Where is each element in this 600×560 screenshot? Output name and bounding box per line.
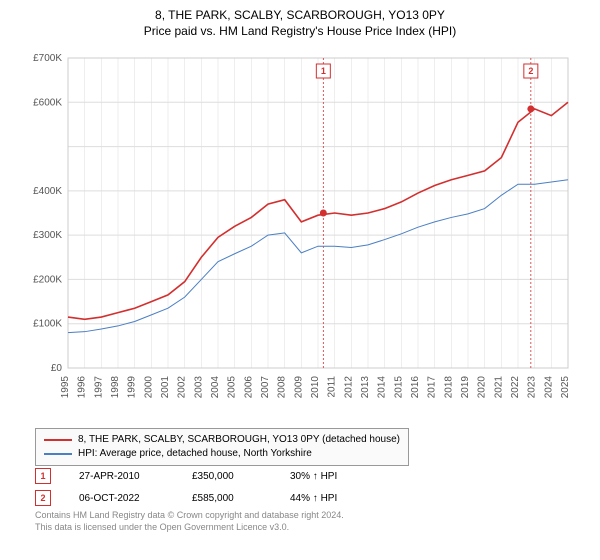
chart-title: 8, THE PARK, SCALBY, SCARBOROUGH, YO13 0…: [0, 8, 600, 22]
sale-date: 27-APR-2010: [79, 471, 164, 482]
sale-hpi-diff: 44% ↑ HPI: [290, 493, 337, 504]
svg-text:2021: 2021: [493, 376, 504, 399]
svg-text:2025: 2025: [560, 376, 571, 399]
svg-text:2: 2: [528, 66, 533, 76]
svg-text:2018: 2018: [443, 376, 454, 399]
svg-text:2016: 2016: [410, 376, 421, 399]
chart-subtitle: Price paid vs. HM Land Registry's House …: [0, 24, 600, 38]
sale-markers-table: 1 27-APR-2010 £350,000 30% ↑ HPI 2 06-OC…: [35, 468, 337, 512]
svg-text:2015: 2015: [393, 376, 404, 399]
svg-text:2012: 2012: [343, 376, 354, 399]
svg-text:1996: 1996: [77, 376, 88, 399]
sale-hpi-diff: 30% ↑ HPI: [290, 471, 337, 482]
svg-text:1997: 1997: [93, 376, 104, 399]
svg-text:2023: 2023: [527, 376, 538, 399]
svg-text:2019: 2019: [460, 376, 471, 399]
svg-text:£0: £0: [51, 363, 63, 374]
svg-text:2011: 2011: [327, 376, 338, 398]
legend-label: 8, THE PARK, SCALBY, SCARBOROUGH, YO13 0…: [78, 433, 400, 447]
svg-text:£600K: £600K: [33, 97, 62, 108]
chart-area: £0 £100K £200K £300K £400K £600K £700K 1995 1996…: [20, 48, 580, 418]
svg-text:£200K: £200K: [33, 274, 62, 285]
svg-text:2014: 2014: [377, 376, 388, 399]
svg-text:2002: 2002: [177, 376, 188, 399]
svg-text:2013: 2013: [360, 376, 371, 399]
sale-price: £350,000: [192, 471, 262, 482]
sale-row: 2 06-OCT-2022 £585,000 44% ↑ HPI: [35, 490, 337, 506]
svg-text:2006: 2006: [243, 376, 254, 399]
svg-text:2008: 2008: [277, 376, 288, 399]
svg-text:2017: 2017: [427, 376, 438, 399]
legend-row: 8, THE PARK, SCALBY, SCARBOROUGH, YO13 0…: [44, 433, 400, 447]
legend-label: HPI: Average price, detached house, Nort…: [78, 447, 312, 461]
footer-attribution: Contains HM Land Registry data © Crown c…: [35, 510, 344, 533]
svg-text:2024: 2024: [543, 376, 554, 399]
svg-text:2003: 2003: [193, 376, 204, 399]
legend-swatch-hpi: [44, 453, 72, 455]
sale-marker-icon: 2: [35, 490, 51, 506]
svg-text:1995: 1995: [60, 376, 71, 399]
svg-text:£400K: £400K: [33, 186, 62, 197]
svg-text:2020: 2020: [477, 376, 488, 399]
title-block: 8, THE PARK, SCALBY, SCARBOROUGH, YO13 0…: [0, 0, 600, 38]
legend: 8, THE PARK, SCALBY, SCARBOROUGH, YO13 0…: [35, 428, 409, 466]
svg-text:1: 1: [321, 66, 326, 76]
sale-marker-icon: 1: [35, 468, 51, 484]
footer-line: Contains HM Land Registry data © Crown c…: [35, 510, 344, 522]
sale-price: £585,000: [192, 493, 262, 504]
svg-text:2007: 2007: [260, 376, 271, 399]
chart-svg: £0 £100K £200K £300K £400K £600K £700K 1995 1996…: [20, 48, 580, 418]
svg-text:2001: 2001: [160, 376, 171, 399]
legend-row: HPI: Average price, detached house, Nort…: [44, 447, 400, 461]
svg-text:2000: 2000: [143, 376, 154, 399]
sale-row: 1 27-APR-2010 £350,000 30% ↑ HPI: [35, 468, 337, 484]
footer-line: This data is licensed under the Open Gov…: [35, 522, 344, 534]
svg-text:2005: 2005: [227, 376, 238, 399]
svg-text:£700K: £700K: [33, 53, 62, 64]
legend-swatch-property: [44, 439, 72, 441]
svg-text:1998: 1998: [110, 376, 121, 399]
svg-text:2010: 2010: [310, 376, 321, 399]
svg-text:2022: 2022: [510, 376, 521, 399]
svg-text:£300K: £300K: [33, 230, 62, 241]
svg-text:2009: 2009: [293, 376, 304, 399]
svg-text:2004: 2004: [210, 376, 221, 399]
sale-date: 06-OCT-2022: [79, 493, 164, 504]
svg-text:1999: 1999: [127, 376, 138, 399]
chart-container: 8, THE PARK, SCALBY, SCARBOROUGH, YO13 0…: [0, 0, 600, 560]
svg-text:£100K: £100K: [33, 319, 62, 330]
